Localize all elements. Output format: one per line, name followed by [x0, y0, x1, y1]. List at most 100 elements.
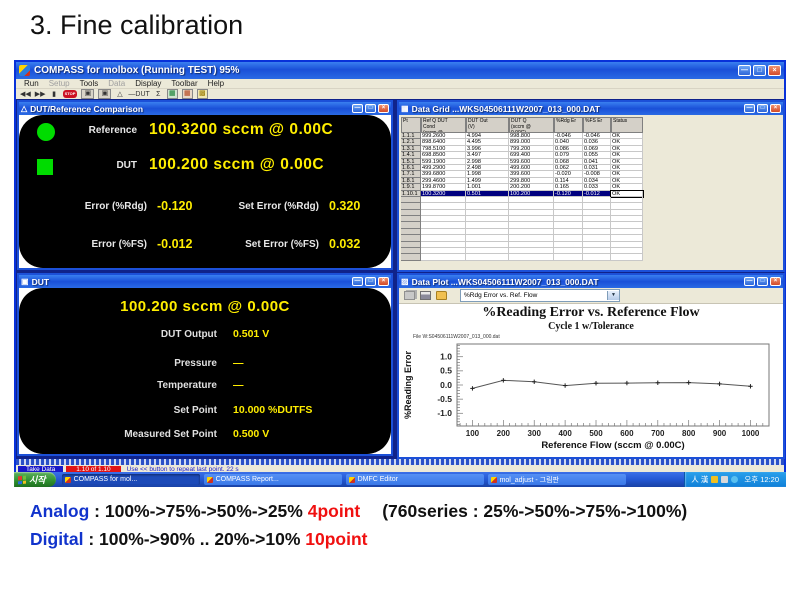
grid-column-header[interactable]: %FS Er: [583, 117, 611, 133]
maximize-button[interactable]: □: [757, 104, 768, 113]
data-plot-titlebar[interactable]: ▨ Data Plot ...WKS04506111W2007_013_000.…: [399, 275, 783, 288]
grid-cell-empty: [611, 222, 643, 229]
delta-comparison-icon[interactable]: △: [117, 90, 123, 98]
messenger-icon[interactable]: [711, 476, 719, 483]
menu-help[interactable]: Help: [207, 79, 225, 88]
dut-row: Set Point 10.000 %DUTFS: [19, 404, 391, 416]
grid-column-header[interactable]: Pt: [401, 117, 421, 133]
table-row[interactable]: 1.9.1 199.8700 1.001 200.200 0.165 0.033 OK: [401, 184, 643, 191]
open-folder-icon[interactable]: [436, 291, 447, 300]
grid-cell-empty: [421, 235, 466, 242]
dut-titlebar[interactable]: ▣ DUT — □ ×: [19, 275, 391, 288]
comparison-titlebar[interactable]: △ DUT/Reference Comparison — □ ×: [19, 102, 391, 115]
grid-column-header[interactable]: DUT Q (sccm @ 0.00C): [509, 117, 554, 133]
close-button[interactable]: ×: [770, 104, 781, 113]
grid-column-header[interactable]: Status: [611, 117, 643, 133]
menu-tools[interactable]: Tools: [79, 79, 99, 88]
leak-check-icon[interactable]: ▩: [196, 89, 208, 99]
camera-run-screen-icon[interactable]: ▣: [81, 89, 95, 99]
dut-display: 100.200 sccm @ 0.00C DUT Output 0.501 V Pr…: [19, 288, 391, 454]
grid-cell-empty: [583, 254, 611, 261]
table-row[interactable]: 1.4.1 698.8500 3.497 699.400 0.079 0.055 OK: [401, 152, 643, 159]
digital-points: 10point: [305, 529, 368, 549]
minimize-button[interactable]: —: [744, 277, 755, 286]
taskbar-task[interactable]: mol_adjust - 그림판: [487, 474, 626, 485]
dut-body: 100.200 sccm @ 0.00C DUT Output 0.501 V Pr…: [19, 288, 391, 454]
analog-note-line: Analog : 100%->75%->50%->25% 4point (760s…: [30, 497, 687, 525]
svg-text:100: 100: [466, 429, 480, 438]
camera-data-screen-icon[interactable]: ▣: [98, 89, 112, 99]
previous-point-icon[interactable]: ◀◀: [20, 90, 31, 98]
maximize-button[interactable]: □: [365, 104, 376, 113]
menu-toolbar[interactable]: Toolbar: [171, 79, 198, 88]
table-row[interactable]: 1.6.1 499.2900 2.498 499.600 0.062 0.031 OK: [401, 164, 643, 172]
table-row[interactable]: 1.7.1 399.6800 1.998 399.600 -0.020 -0.008 OK: [401, 171, 643, 178]
display-settings-icon[interactable]: [721, 476, 729, 483]
grid-cell: OK: [611, 133, 643, 140]
sigma-icon[interactable]: Σ: [156, 90, 161, 98]
task-app-icon: [348, 476, 355, 483]
minimize-button[interactable]: —: [744, 104, 755, 113]
dut-window-icon[interactable]: —DUT: [128, 90, 150, 98]
digital-label: Digital: [30, 529, 84, 549]
plot-type-selected: %Rdg Error vs. Ref. Flow: [464, 292, 538, 299]
next-point-icon[interactable]: ▶▶: [34, 90, 46, 98]
menu-display[interactable]: Display: [135, 79, 162, 88]
taskbar-task[interactable]: DMFC Editor: [345, 474, 484, 485]
taskbar-task[interactable]: COMPASS for mol...: [61, 474, 200, 485]
close-button[interactable]: ×: [378, 277, 389, 286]
print-icon[interactable]: [420, 291, 431, 300]
analog-sequence: : 100%->75%->50%->25%: [89, 501, 308, 521]
volume-icon[interactable]: [731, 476, 739, 483]
maximize-button[interactable]: □: [757, 277, 768, 286]
molbox-display-icon[interactable]: ▦: [166, 89, 178, 99]
mdi-scroll-strip[interactable]: [16, 459, 784, 465]
grid-column-header[interactable]: %Rdg Er: [554, 117, 583, 133]
taskbar-task[interactable]: COMPASS Report...: [203, 474, 342, 485]
grid-cell-empty: [401, 209, 421, 217]
table-row[interactable]: 1.5.1 599.1900 2.998 599.600 0.068 0.041 OK: [401, 158, 643, 165]
close-button[interactable]: ×: [768, 65, 781, 76]
grid-cell-empty: [421, 222, 466, 229]
plot-toolbar: %Rdg Error vs. Ref. Flow ▼: [399, 288, 783, 304]
grid-cell-empty: [611, 196, 643, 204]
grid-cell: 1.4.1: [401, 152, 421, 159]
copy-icon[interactable]: [404, 291, 415, 300]
app-titlebar[interactable]: COMPASS for molbox (Running TEST) 95% — □…: [16, 62, 784, 79]
table-row-empty: [401, 209, 643, 217]
svg-text:0.5: 0.5: [440, 366, 452, 376]
task-label: DMFC Editor: [357, 476, 399, 483]
grid-column-header[interactable]: DUT Out (V): [466, 117, 509, 133]
data-grid-window-icon[interactable]: ▦: [181, 89, 193, 99]
table-row[interactable]: 1.8.1 299.4600 1.499 299.800 0.114 0.034 OK: [401, 177, 643, 185]
minimize-button[interactable]: —: [352, 277, 363, 286]
minimize-button[interactable]: —: [738, 65, 751, 76]
table-row[interactable]: 1.10.1 100.3200 0.501 100.200 -0.120 -0.012 OK: [401, 189, 644, 198]
table-row[interactable]: 1.1.1 999.2600 4.994 998.800 -0.046 -0.046 OK: [401, 133, 643, 140]
maximize-button[interactable]: □: [753, 65, 766, 76]
menu-run[interactable]: Run: [24, 79, 39, 88]
grid-cell-empty: [611, 248, 643, 255]
grid-cell-empty: [466, 222, 509, 229]
grid-cell: 0.501: [466, 190, 509, 197]
task-label: mol_adjust - 그림판: [499, 476, 559, 484]
dropdown-arrow-icon[interactable]: ▼: [607, 291, 619, 300]
grid-cell: -0.012: [583, 190, 611, 197]
dut-row: Measured Set Point 0.500 V: [19, 428, 391, 440]
maximize-button[interactable]: □: [365, 277, 376, 286]
table-row[interactable]: 1.2.1 898.6400 4.495 899.000 0.040 0.036 OK: [401, 139, 643, 146]
grid-cell-empty: [509, 203, 554, 210]
table-row[interactable]: 1.3.1 798.5100 3.996 799.200 0.086 0.069 OK: [401, 145, 643, 153]
grid-cell-empty: [509, 228, 554, 236]
grid-cell: 4.495: [466, 139, 509, 146]
ime-language-icon[interactable]: 人 漢: [691, 475, 709, 484]
close-button[interactable]: ×: [378, 104, 389, 113]
grid-column-header[interactable]: Ref Q DUT Cond (sccm @: [421, 117, 466, 133]
data-grid-titlebar[interactable]: ▦ Data Grid ...WKS04506111W2007_013_000.…: [399, 102, 783, 115]
pause-icon[interactable]: ▮: [52, 90, 56, 98]
abort-stop-icon[interactable]: STOP: [62, 90, 78, 98]
plot-type-dropdown[interactable]: %Rdg Error vs. Ref. Flow ▼: [460, 289, 620, 302]
close-button[interactable]: ×: [770, 277, 781, 286]
start-button[interactable]: 시작: [14, 472, 56, 487]
minimize-button[interactable]: —: [352, 104, 363, 113]
